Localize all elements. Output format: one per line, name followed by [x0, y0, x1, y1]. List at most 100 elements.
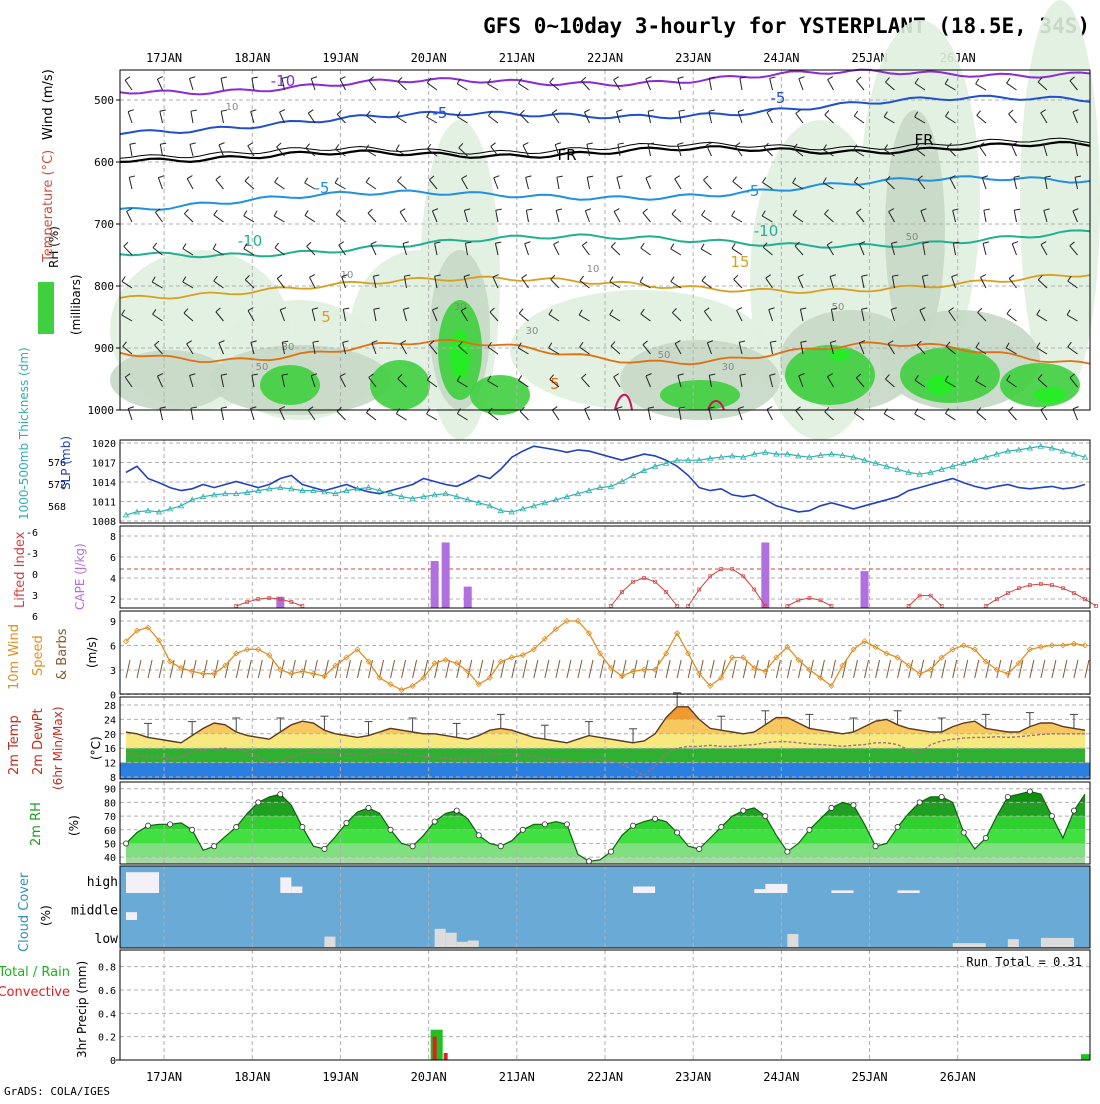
wind-barb-staff [793, 148, 804, 157]
wind-barb-staff [397, 81, 407, 91]
wind-barb-feather [273, 210, 278, 217]
wind-barb-feather [859, 241, 866, 245]
wind-barb-staff [487, 83, 499, 91]
wind-barb-feather [1072, 406, 1079, 410]
wind-barb-feather [244, 275, 250, 281]
wind-barb-staff [495, 210, 499, 223]
wind-barb-feather [826, 241, 833, 246]
wind-barbs-layer [121, 76, 1082, 421]
wind-barb-staff [463, 276, 468, 289]
thickness-point [651, 462, 659, 469]
rh2m-point [894, 824, 901, 831]
thickness-point [751, 450, 758, 457]
wind-barb-feather [977, 307, 983, 313]
wind10m-point [244, 646, 251, 653]
wind-barb-feather [792, 209, 797, 216]
wind10m-barb [886, 659, 892, 679]
wind10m-point [729, 654, 736, 661]
dewpoint-series-line [125, 733, 1085, 777]
convection-frame [119, 525, 1091, 609]
wind-barb-feather [308, 109, 314, 114]
wind-barb-feather [853, 144, 858, 151]
wind-barb-staff [434, 276, 438, 289]
thickness-point [420, 493, 427, 500]
wind-barb-feather [761, 210, 766, 217]
wind-barb-feather [978, 142, 985, 147]
wind-barb-staff [518, 83, 529, 91]
wind-barb-staff [127, 408, 133, 421]
rh2m-axis-label: 2m RH [29, 802, 44, 846]
wind-barb-staff [336, 411, 346, 421]
wind-barb-staff [1040, 112, 1048, 124]
wind-barb-feather [274, 176, 279, 183]
wind-barb-feather [885, 176, 891, 182]
li-point [1061, 586, 1065, 591]
pressure-tick-label: 900 [94, 342, 114, 355]
wind-barb-staff [123, 245, 133, 256]
wind-barb-staff [887, 343, 895, 355]
rh2m-point [233, 824, 240, 831]
wind10m-point [200, 670, 207, 677]
precip-tick-label: 0.6 [98, 986, 116, 997]
rh2m-point [563, 821, 570, 828]
cloud-bar-low [787, 934, 799, 947]
wind-barb-feather [402, 241, 409, 244]
wind-barb-feather [129, 142, 136, 145]
wind-barb-feather [708, 109, 715, 112]
li-point [1094, 604, 1098, 608]
wind10m-barb [136, 659, 142, 679]
rh2m-point [718, 824, 725, 831]
wind-barb-feather [124, 76, 131, 81]
wind-barb-feather [949, 175, 956, 179]
thickness-point [376, 487, 383, 494]
wind-barb-feather [793, 143, 798, 149]
wind-barb-staff [310, 78, 316, 91]
rh-contour-fill [900, 347, 1000, 403]
temp-contour-15 [119, 273, 1091, 300]
li-axis-label: Lifted Index [13, 531, 28, 608]
wind-barb-staff [823, 149, 834, 157]
wind-barb-staff [281, 78, 285, 91]
wind-barb-staff [183, 312, 194, 322]
wind-barb-feather [373, 274, 380, 277]
minmax-axis-label: (6hr Min/Max) [51, 707, 65, 791]
wind10m-barb [897, 659, 903, 679]
li-point [697, 587, 702, 592]
wind10m-point [277, 666, 284, 673]
wind-barb-feather [434, 241, 441, 244]
wind-barb-feather [701, 209, 706, 216]
wind-barb-feather [822, 144, 827, 150]
wind10m-point [398, 686, 405, 694]
li-point [664, 590, 668, 594]
wind-barb-staff [586, 177, 590, 190]
wind-barb-staff [1013, 177, 1017, 190]
wind-barb-staff [281, 342, 285, 355]
wind-barb-feather [890, 307, 897, 310]
wind-barb-staff [429, 344, 438, 355]
wind-barb-staff [309, 277, 316, 289]
wind-barb-feather [460, 307, 467, 312]
wind-barb-staff [517, 347, 529, 355]
wind-barb-staff [556, 177, 560, 190]
wind10m-barb [963, 659, 969, 679]
wind-barb-staff [310, 375, 316, 388]
slp-tick-label: 1011 [92, 498, 116, 509]
wind-barb-feather [276, 274, 283, 279]
thickness-point [1059, 447, 1067, 454]
wind-barb-staff [555, 210, 560, 223]
li-point [928, 593, 933, 598]
wind-barb-feather [1044, 175, 1051, 178]
thickness-point [122, 511, 130, 518]
wind-barb-staff [457, 413, 468, 421]
wind-barb-staff [1037, 279, 1048, 289]
wind-barb-feather [920, 208, 927, 212]
wind-barb-staff [674, 178, 682, 190]
wind10m-barb [301, 659, 307, 679]
wind-barb-staff [579, 280, 590, 289]
wind-barb-feather [426, 77, 432, 84]
wind-barb-staff [342, 309, 346, 322]
wind-barb-feather [213, 275, 218, 282]
cloud-frame [119, 865, 1091, 949]
li-point [653, 579, 657, 584]
rh-contour-label: 10 [587, 264, 600, 275]
